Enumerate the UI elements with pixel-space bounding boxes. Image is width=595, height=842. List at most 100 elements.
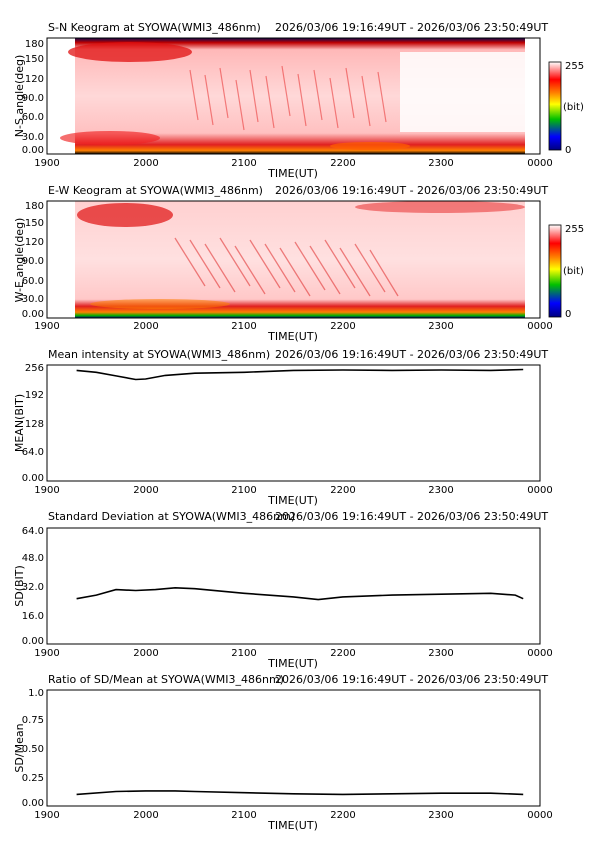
y-tick-label: 64.0: [22, 447, 44, 458]
y-tick-label: 0.00: [22, 798, 44, 809]
x-tick-label: 2000: [133, 321, 158, 332]
colorbar-gradient: [548, 224, 562, 318]
panel-title: E-W Keogram at SYOWA(WMI3_486nm): [48, 184, 263, 197]
x-axis-label: TIME(UT): [267, 819, 318, 832]
y-tick-label: 0.00: [22, 309, 44, 320]
standard-deviation-panel: Standard Deviation at SYOWA(WMI3_486nm) …: [13, 510, 553, 670]
x-tick-label: 1900: [34, 485, 59, 496]
x-tick-label: 2000: [133, 158, 158, 169]
x-tick-label: 2100: [231, 810, 256, 821]
x-tick-label: 0000: [527, 648, 552, 659]
panel-title: S-N Keogram at SYOWA(WMI3_486nm): [48, 21, 261, 34]
x-tick-label: 2100: [231, 648, 256, 659]
plot-frame: [46, 689, 541, 807]
y-tick-label: 0.50: [22, 744, 44, 755]
y-tick-label: 0.00: [22, 473, 44, 484]
panel-title: Mean intensity at SYOWA(WMI3_486nm): [48, 348, 270, 361]
y-tick-label: 192: [25, 390, 44, 401]
x-axis: 1900 2000 2100 2200 2300 0000 TIME(UT): [34, 648, 552, 670]
panel-time-range: 2026/03/06 19:16:49UT - 2026/03/06 23:50…: [275, 510, 548, 523]
y-axis: 0.00 0.25 0.50 0.75 1.0 SD/Mean: [13, 688, 44, 809]
y-tick-label: 120: [25, 74, 44, 85]
plot-frame: [46, 527, 541, 645]
mean-intensity-panel: Mean intensity at SYOWA(WMI3_486nm) 2026…: [13, 348, 553, 507]
panel-title: Ratio of SD/Mean at SYOWA(WMI3_486nm): [48, 673, 284, 686]
panel-time-range: 2026/03/06 19:16:49UT - 2026/03/06 23:50…: [275, 184, 548, 197]
x-axis-label: TIME(UT): [267, 494, 318, 507]
panel-time-range: 2026/03/06 19:16:49UT - 2026/03/06 23:50…: [275, 21, 548, 34]
x-axis: 1900 2000 2100 2200 2300 0000 TIME(UT): [34, 810, 552, 832]
y-tick-label: 32.0: [22, 582, 44, 593]
x-tick-label: 2100: [231, 158, 256, 169]
y-axis: 0.00 16.0 32.0 48.0 64.0 SD(BIT): [13, 526, 44, 647]
y-tick-label: 0.00: [22, 636, 44, 647]
x-tick-label: 1900: [34, 648, 59, 659]
y-tick-label: 16.0: [22, 611, 44, 622]
x-tick-label: 2200: [330, 485, 355, 496]
keogram-image: [47, 201, 540, 318]
x-tick-label: 1900: [34, 810, 59, 821]
y-axis: 0.00 30.0 60.0 90.0 120 150 180 W-E angl…: [13, 201, 44, 320]
y-tick-label: 0.00: [22, 145, 44, 156]
x-tick-label: 1900: [34, 321, 59, 332]
colorbar-min-label: 0: [565, 145, 571, 156]
y-tick-label: 150: [25, 218, 44, 229]
x-tick-label: 2100: [231, 485, 256, 496]
colorbar: 255 (bit) 0: [548, 224, 584, 320]
colorbar-unit-label: (bit): [563, 266, 584, 277]
y-axis-label: N-S angle(deg): [13, 55, 26, 138]
colorbar-unit-label: (bit): [563, 102, 584, 113]
y-tick-label: 60.0: [22, 112, 44, 123]
panel-title: Standard Deviation at SYOWA(WMI3_486nm): [48, 510, 295, 523]
x-tick-label: 0000: [527, 321, 552, 332]
ew-keogram-panel: E-W Keogram at SYOWA(WMI3_486nm) 2026/03…: [13, 184, 584, 343]
x-tick-label: 0000: [527, 485, 552, 496]
x-axis-label: TIME(UT): [267, 657, 318, 670]
standard-deviation-line: [76, 586, 524, 601]
x-tick-label: 2000: [133, 485, 158, 496]
x-tick-label: 1900: [34, 158, 59, 169]
x-tick-label: 2200: [330, 158, 355, 169]
x-tick-label: 2300: [428, 810, 453, 821]
y-tick-label: 180: [25, 201, 44, 212]
x-tick-label: 2200: [330, 321, 355, 332]
y-axis-label: MEAN(BIT): [13, 394, 26, 452]
y-axis: 0.00 30.0 60.0 90.0 120 150 180 N-S angl…: [13, 39, 44, 156]
y-axis-label: SD(BIT): [13, 565, 26, 607]
y-tick-label: 0.25: [22, 773, 44, 784]
x-tick-label: 0000: [527, 158, 552, 169]
x-tick-label: 2100: [231, 321, 256, 332]
y-tick-label: 180: [25, 39, 44, 50]
y-tick-label: 0.75: [22, 715, 44, 726]
y-tick-label: 30.0: [22, 294, 44, 305]
x-axis: 1900 2000 2100 2200 2300 0000 TIME(UT): [34, 485, 552, 507]
mean-intensity-line: [76, 368, 524, 381]
colorbar-max-label: 255: [565, 61, 584, 72]
y-tick-label: 120: [25, 237, 44, 248]
ratio-panel: Ratio of SD/Mean at SYOWA(WMI3_486nm) 20…: [13, 673, 553, 832]
x-axis: 1900 2000 2100 2200 2300 0000 TIME(UT): [34, 158, 552, 180]
y-tick-label: 60.0: [22, 276, 44, 287]
y-axis-label: W-E angle(deg): [13, 218, 26, 303]
x-axis-label: TIME(UT): [267, 167, 318, 180]
x-tick-label: 0000: [527, 810, 552, 821]
y-tick-label: 90.0: [22, 256, 44, 267]
y-axis-label: SD/Mean: [13, 723, 26, 772]
y-tick-label: 90.0: [22, 93, 44, 104]
x-tick-label: 2000: [133, 810, 158, 821]
x-tick-label: 2300: [428, 158, 453, 169]
keogram-image: [47, 38, 540, 154]
sn-keogram-panel: S-N Keogram at SYOWA(WMI3_486nm) 2026/03…: [13, 21, 584, 180]
y-tick-label: 48.0: [22, 553, 44, 564]
y-tick-label: 1.0: [28, 688, 44, 699]
y-tick-label: 150: [25, 54, 44, 65]
colorbar: 255 (bit) 0: [548, 61, 584, 156]
colorbar-min-label: 0: [565, 309, 571, 320]
colorbar-max-label: 255: [565, 224, 584, 235]
x-tick-label: 2300: [428, 485, 453, 496]
ratio-line: [76, 790, 524, 796]
y-tick-label: 64.0: [22, 526, 44, 537]
x-tick-label: 2000: [133, 648, 158, 659]
x-tick-label: 2300: [428, 648, 453, 659]
y-axis: 0.00 64.0 128 192 256 MEAN(BIT): [13, 363, 44, 484]
